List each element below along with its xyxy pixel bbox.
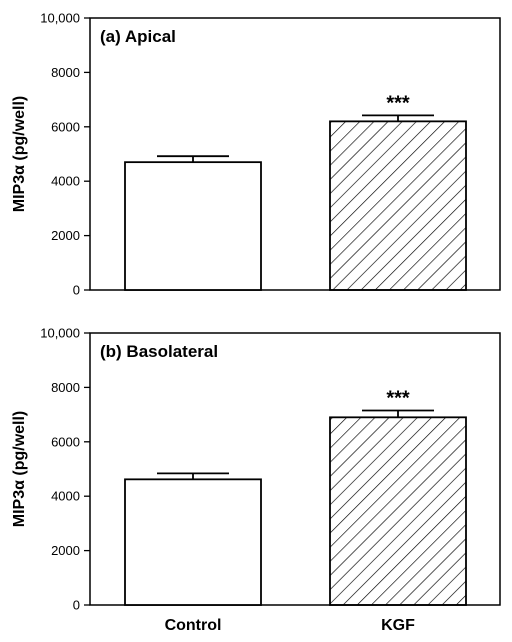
y-tick-label: 8000 — [51, 380, 80, 395]
significance-label: *** — [386, 92, 410, 114]
y-tick-label: 6000 — [51, 119, 80, 134]
significance-label: *** — [386, 388, 410, 410]
y-axis-label: MIP3α (pg/well) — [11, 96, 28, 213]
y-tick-label: 2000 — [51, 543, 80, 558]
plot-frame — [89, 332, 501, 606]
panel-title: (b) Basolateral — [100, 342, 218, 361]
y-tick-label: 4000 — [51, 489, 80, 504]
panel-basolateral: (b) Basolateral MIP3α (pg/well) 0 2000 400… — [11, 326, 501, 613]
y-axis-ticks: 0 2000 4000 6000 8000 10,000 — [40, 11, 90, 298]
y-tick-label: 2000 — [51, 228, 80, 243]
bar-control — [124, 478, 262, 606]
y-tick-label: 0 — [73, 283, 80, 298]
y-tick-label: 8000 — [51, 65, 80, 80]
y-tick-label: 0 — [73, 598, 80, 613]
plot-frame — [89, 17, 501, 291]
bar-group: *** — [124, 388, 467, 606]
y-tick-label: 4000 — [51, 174, 80, 189]
y-tick-label: 6000 — [51, 434, 80, 449]
y-tick-label: 10,000 — [40, 11, 80, 26]
bar-group: *** — [124, 92, 467, 291]
y-tick-label: 10,000 — [40, 326, 80, 341]
y-axis-label: MIP3α (pg/well) — [11, 411, 28, 528]
x-category-label-control: Control — [165, 617, 222, 634]
panel-apical: (a) Apical MIP3α (pg/well) 0 2000 4000 6000… — [11, 11, 501, 298]
y-axis-ticks: 0 2000 4000 6000 8000 10,000 — [40, 326, 90, 613]
bar-kgf — [329, 120, 467, 291]
bar-control — [124, 161, 262, 291]
bar-kgf — [329, 416, 467, 606]
x-category-label-kgf: KGF — [381, 617, 415, 634]
panel-title: (a) Apical — [100, 27, 176, 46]
